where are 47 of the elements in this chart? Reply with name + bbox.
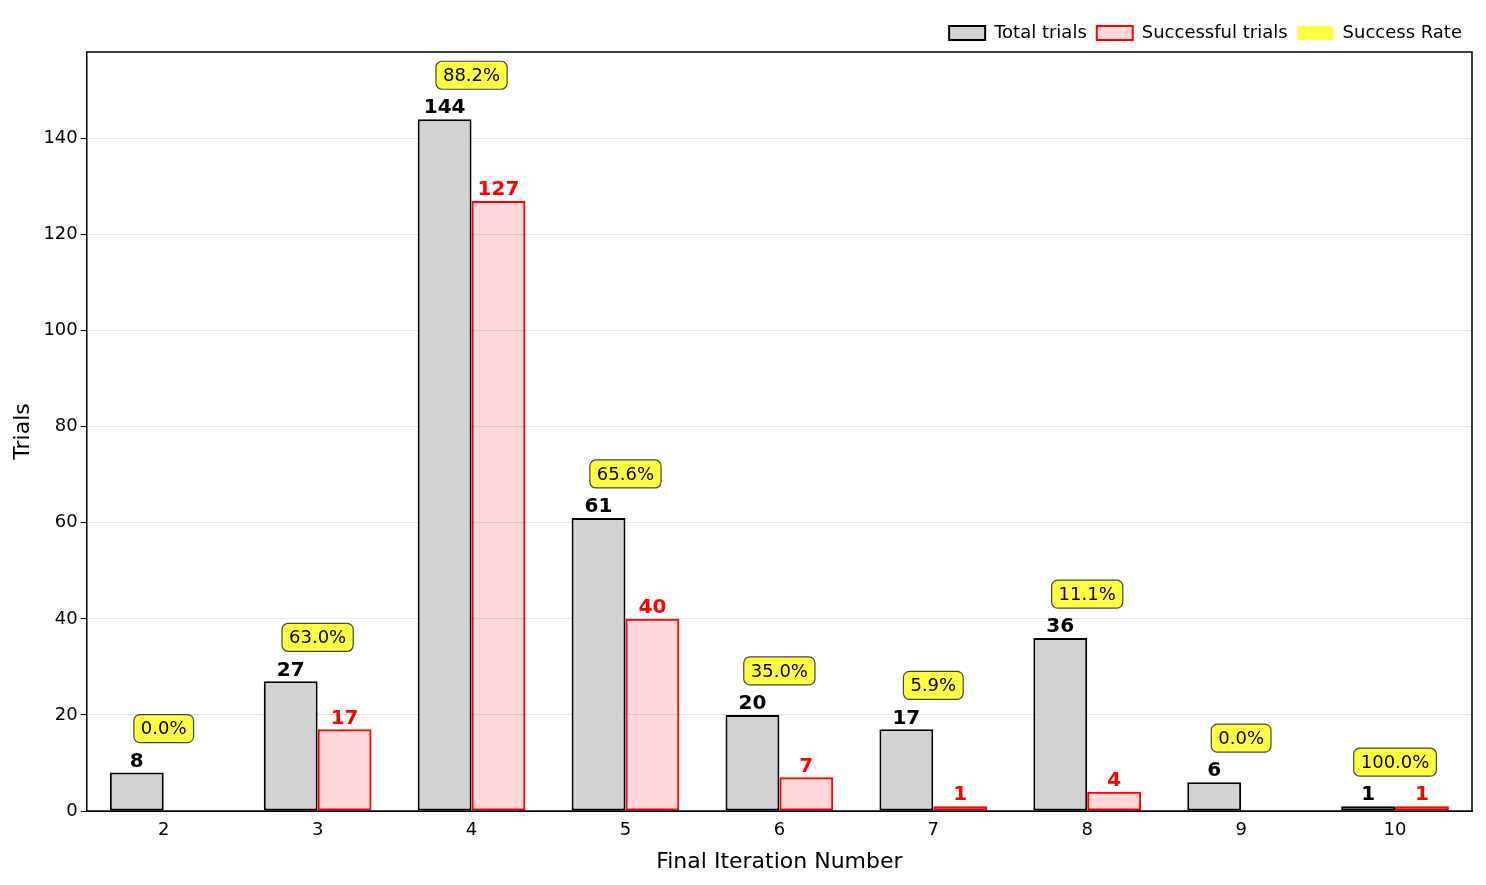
legend-label: Total trials	[993, 20, 1087, 42]
x-tick-label: 10	[1383, 818, 1407, 840]
data-label: 6	[1207, 757, 1222, 782]
y-tick-label: 0	[66, 798, 78, 820]
legend-label: Successful trials	[1141, 20, 1288, 42]
y-tick-label: 120	[43, 222, 78, 244]
data-label: 40	[638, 594, 667, 619]
x-axis-title: Final Iteration Number	[656, 847, 904, 873]
y-tick-label: 80	[54, 414, 78, 436]
data-label: 27	[276, 656, 305, 681]
annotation: 100.0%	[1360, 750, 1430, 772]
y-tick-label: 20	[54, 702, 78, 724]
annotation: 0.0%	[140, 717, 187, 739]
y-tick-label: 40	[54, 606, 78, 628]
annotation: 63.0%	[289, 625, 347, 647]
x-tick-label: 8	[1081, 818, 1093, 840]
annotation: 5.9%	[910, 674, 957, 696]
annotation: 65.6%	[596, 462, 655, 484]
x-tick-label: 3	[311, 818, 324, 840]
data-label: 1	[1415, 781, 1429, 806]
x-tick-label: 6	[773, 818, 786, 840]
annotation: 35.0%	[750, 659, 808, 681]
data-label: 36	[1046, 613, 1075, 638]
data-label: 144	[423, 94, 466, 119]
y-tick-label: 100	[43, 318, 78, 340]
y-tick-label: 60	[54, 510, 78, 532]
y-axis-title: Trials	[8, 403, 34, 461]
data-label: 8	[129, 747, 144, 772]
data-label: 61	[584, 493, 613, 518]
x-tick-label: 9	[1235, 818, 1247, 840]
x-tick-label: 2	[157, 818, 170, 840]
data-label: 20	[738, 690, 767, 715]
y-tick-label: 140	[43, 126, 78, 148]
annotation: 0.0%	[1218, 726, 1264, 748]
x-tick-label: 4	[465, 818, 478, 840]
annotation: 88.2%	[442, 63, 501, 85]
data-label: 1	[953, 781, 968, 806]
data-label: 17	[892, 704, 921, 729]
annotation: 11.1%	[1058, 582, 1116, 604]
data-label: 17	[330, 704, 359, 729]
data-label: 7	[799, 752, 814, 777]
data-label: 4	[1107, 766, 1122, 791]
data-label: 127	[477, 176, 520, 201]
legend-label: Success Rate	[1342, 20, 1462, 42]
x-tick-label: 7	[927, 818, 940, 840]
data-label: 1	[1361, 781, 1376, 806]
x-tick-label: 5	[619, 818, 632, 840]
